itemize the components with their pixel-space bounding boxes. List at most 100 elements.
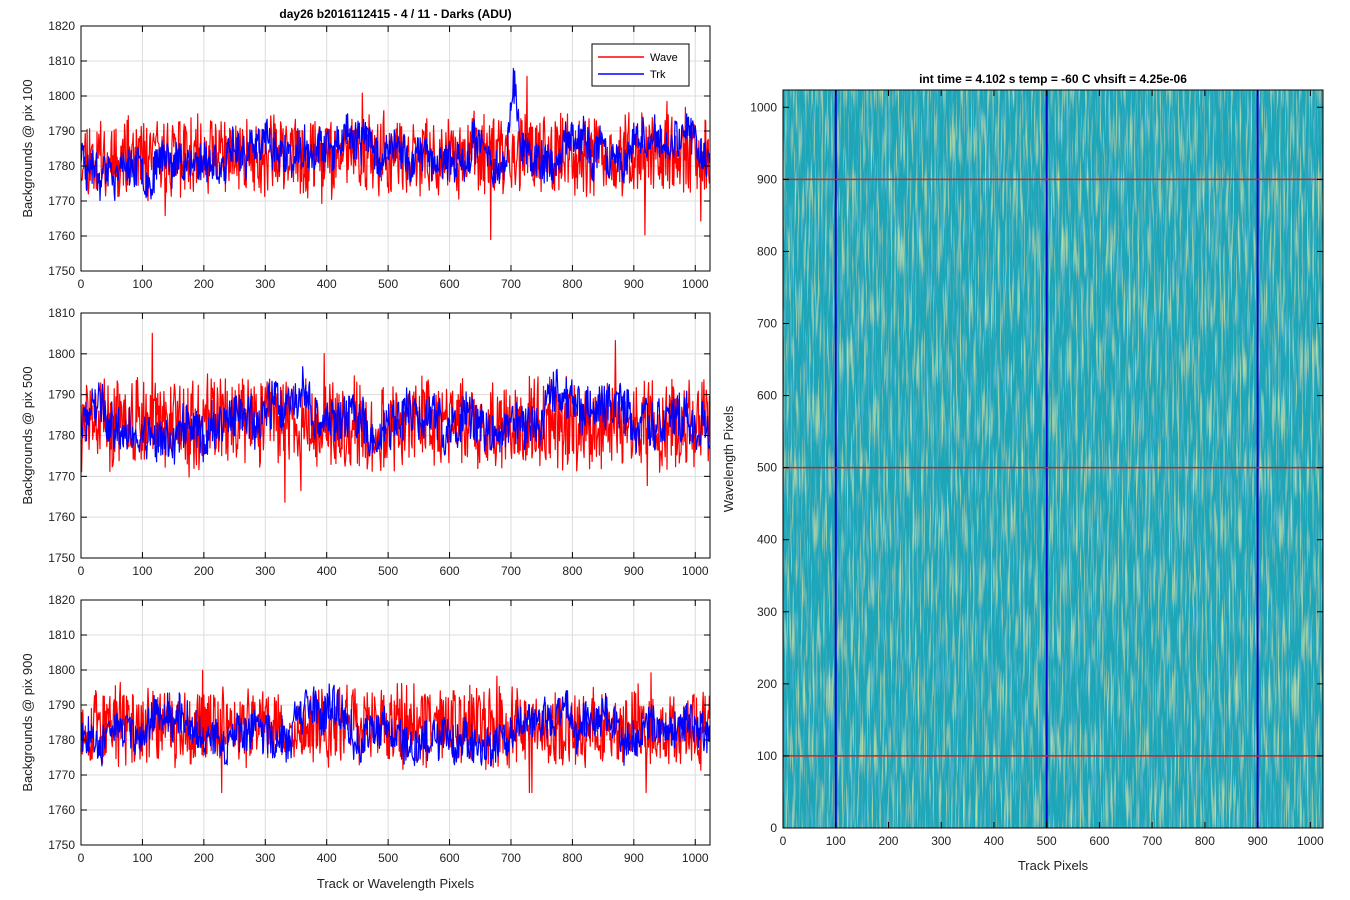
x-tick-label: 500 (378, 851, 398, 865)
y-tick-label: 1760 (48, 803, 75, 817)
x-tick-label: 800 (562, 564, 582, 578)
y-tick-label: 600 (757, 389, 777, 403)
overlay-lines (783, 90, 1323, 828)
x-tick-label: 700 (501, 277, 521, 291)
x-axis-label: Track Pixels (1018, 858, 1089, 873)
y-tick-label: 700 (757, 317, 777, 331)
plot-frame (80, 25, 711, 272)
x-tick-label: 100 (826, 834, 846, 848)
x-tick-label: 600 (440, 564, 460, 578)
y-tick-label: 1000 (750, 100, 777, 114)
ticks: 0 100 200 300 400 500 600 700 800 900 1000 1750 1760… (48, 19, 710, 291)
y-tick-label: 1780 (48, 733, 75, 747)
x-tick-label: 200 (194, 564, 214, 578)
ticks: 0 100 200 300 400 500 600 700 800 900 1000 1750 1760… (48, 306, 710, 578)
y-axis-label: Backgrounds @ pix 900 (20, 653, 35, 791)
x-tick-label: 300 (255, 851, 275, 865)
x-tick-label: 1000 (682, 851, 709, 865)
y-tick-label: 1760 (48, 510, 75, 524)
ticks: 0 100 200 300 400 500 600 700 800 900 1000 0 100 200 3… (750, 90, 1324, 848)
y-tick-label: 1800 (48, 347, 75, 361)
x-tick-label: 200 (194, 277, 214, 291)
y-axis-label: Backgrounds @ pix 100 (20, 79, 35, 217)
ticks: 0 100 200 300 400 500 600 700 800 900 1000 1750 1760… (48, 593, 710, 865)
x-tick-label: 200 (878, 834, 898, 848)
legend: Wave Trk (591, 43, 690, 87)
y-tick-label: 1790 (48, 124, 75, 138)
x-tick-label: 400 (317, 277, 337, 291)
y-tick-label: 1800 (48, 89, 75, 103)
y-tick-label: 1810 (48, 54, 75, 68)
x-tick-label: 400 (317, 564, 337, 578)
series-layer (80, 67, 710, 241)
x-tick-label: 900 (624, 851, 644, 865)
y-tick-label: 1780 (48, 159, 75, 173)
y-tick-label: 1770 (48, 469, 75, 483)
y-tick-label: 100 (757, 749, 777, 763)
x-tick-label: 200 (194, 851, 214, 865)
series-layer (80, 332, 710, 503)
y-tick-label: 0 (770, 821, 777, 835)
x-axis-label: Track or Wavelength Pixels (317, 876, 475, 891)
y-axis-label: Wavelength Pixels (721, 405, 736, 512)
y-tick-label: 800 (757, 244, 777, 258)
x-tick-label: 100 (132, 851, 152, 865)
x-tick-label: 500 (378, 564, 398, 578)
x-tick-label: 0 (78, 564, 85, 578)
x-tick-label: 400 (984, 834, 1004, 848)
x-tick-label: 300 (255, 277, 275, 291)
y-tick-label: 1750 (48, 551, 75, 565)
legend-label: Wave (650, 52, 678, 64)
y-tick-label: 500 (757, 461, 777, 475)
series-line-trk (80, 366, 710, 465)
y-tick-label: 1800 (48, 663, 75, 677)
y-tick-label: 300 (757, 605, 777, 619)
x-tick-label: 700 (501, 564, 521, 578)
y-tick-label: 1780 (48, 429, 75, 443)
plot-frame (80, 599, 711, 846)
y-tick-label: 1790 (48, 388, 75, 402)
y-tick-label: 400 (757, 533, 777, 547)
y-tick-label: 1810 (48, 628, 75, 642)
legend-label: Trk (650, 69, 666, 81)
y-tick-label: 200 (757, 677, 777, 691)
y-tick-label: 1750 (48, 264, 75, 278)
heatmap-image (783, 90, 1323, 828)
heatmap-chart: 0 100 200 300 400 500 600 700 800 900 1000 0 100 200 3… (721, 72, 1324, 873)
x-tick-label: 0 (780, 834, 787, 848)
x-tick-label: 0 (78, 277, 85, 291)
x-tick-label: 300 (931, 834, 951, 848)
y-tick-label: 1770 (48, 194, 75, 208)
y-tick-label: 1820 (48, 593, 75, 607)
x-tick-label: 0 (78, 851, 85, 865)
x-tick-label: 100 (132, 277, 152, 291)
series-layer (80, 669, 710, 794)
series-line-trk (80, 67, 710, 202)
y-tick-label: 1770 (48, 768, 75, 782)
x-tick-label: 800 (562, 851, 582, 865)
series-line-trk (80, 683, 710, 767)
y-tick-label: 900 (757, 172, 777, 186)
x-tick-label: 1000 (682, 277, 709, 291)
x-tick-label: 600 (440, 851, 460, 865)
x-tick-label: 800 (1195, 834, 1215, 848)
x-tick-label: 600 (440, 277, 460, 291)
y-tick-label: 1750 (48, 838, 75, 852)
x-tick-label: 300 (255, 564, 275, 578)
x-tick-label: 900 (624, 277, 644, 291)
y-tick-label: 1820 (48, 19, 75, 33)
line-chart-pix-100: 0 100 200 300 400 500 600 700 800 900 1000 1750 1760… (20, 7, 711, 291)
x-tick-label: 500 (378, 277, 398, 291)
x-tick-label: 900 (624, 564, 644, 578)
x-tick-label: 900 (1248, 834, 1268, 848)
x-tick-label: 800 (562, 277, 582, 291)
x-tick-label: 700 (1142, 834, 1162, 848)
x-tick-label: 500 (1037, 834, 1057, 848)
x-tick-label: 1000 (1297, 834, 1324, 848)
x-tick-label: 100 (132, 564, 152, 578)
plot-frame (782, 89, 1324, 829)
y-tick-label: 1810 (48, 306, 75, 320)
y-axis-label: Backgrounds @ pix 500 (20, 366, 35, 504)
y-tick-label: 1760 (48, 229, 75, 243)
